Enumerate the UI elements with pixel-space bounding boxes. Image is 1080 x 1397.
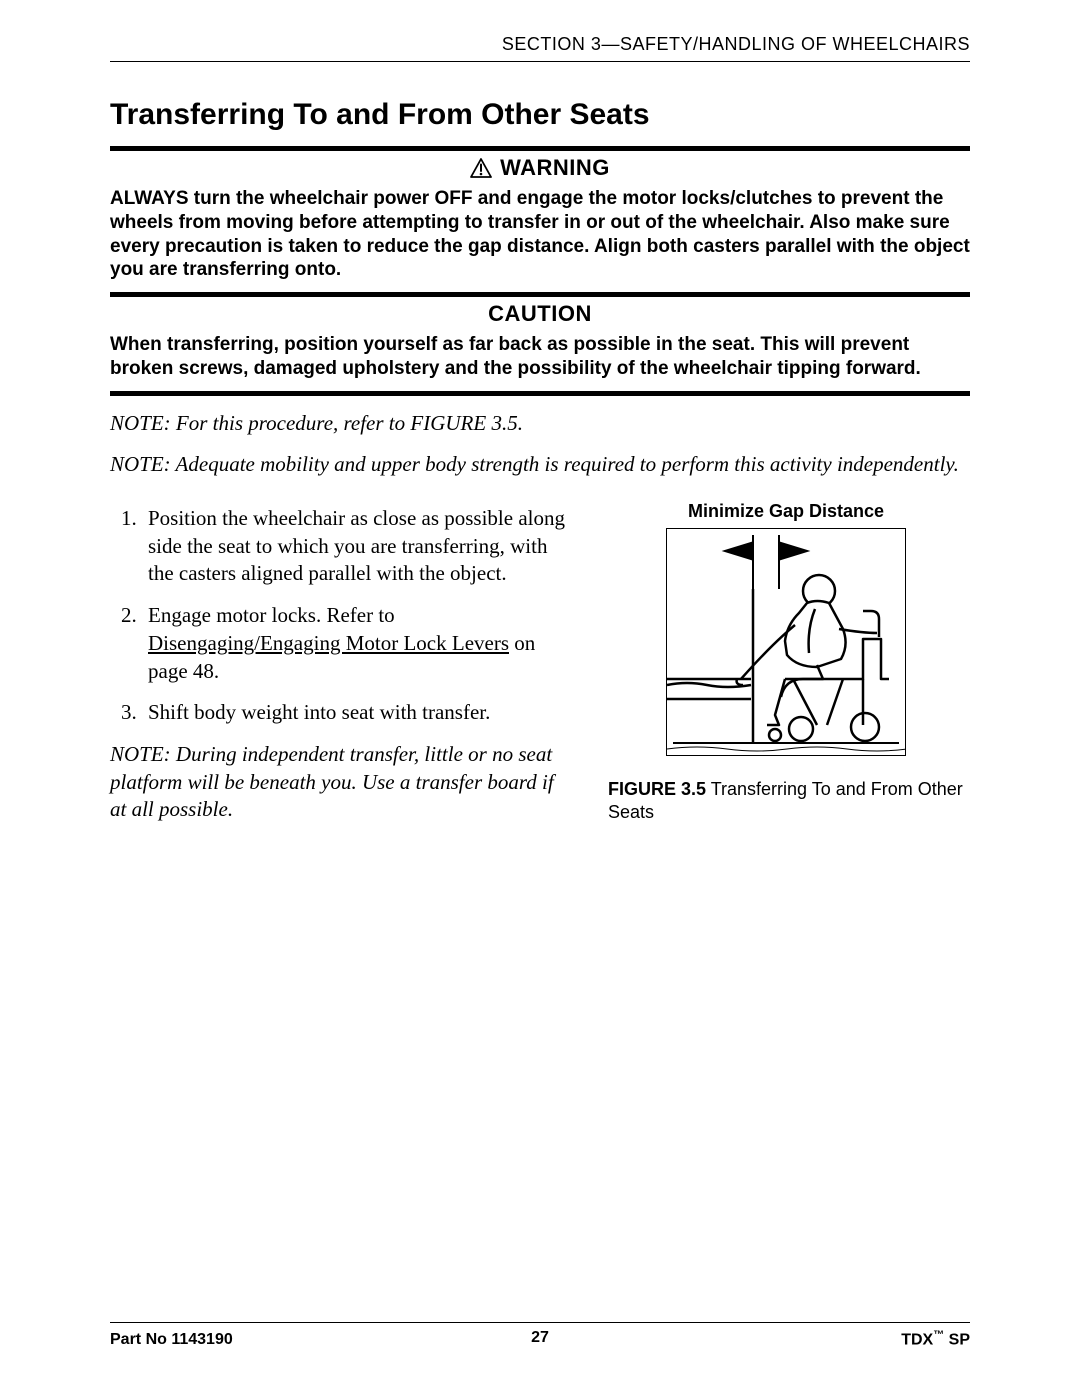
list-item: Engage motor locks. Refer to Disengaging… [142, 602, 566, 685]
two-column-layout: Position the wheelchair as close as poss… [110, 497, 970, 838]
rule [110, 292, 970, 297]
steps-column: Position the wheelchair as close as poss… [110, 497, 566, 838]
page-title: Transferring To and From Other Seats [110, 98, 970, 132]
list-item: Shift body weight into seat with transfe… [142, 699, 566, 727]
page: SECTION 3—SAFETY/HANDLING OF WHEELCHAIRS… [110, 34, 970, 1349]
warning-label: WARNING [500, 155, 610, 181]
warning-label-row: WARNING [110, 155, 970, 181]
trademark-symbol: ™ [933, 1329, 944, 1341]
figure-number: FIGURE 3.5 [608, 779, 706, 799]
section-header: SECTION 3—SAFETY/HANDLING OF WHEELCHAIRS [110, 34, 970, 62]
note-text: NOTE: For this procedure, refer to FIGUR… [110, 410, 970, 438]
rule [110, 391, 970, 396]
note-text: NOTE: Adequate mobility and upper body s… [110, 451, 970, 479]
step-list: Position the wheelchair as close as poss… [110, 505, 566, 727]
footer-product: TDX™ SP [901, 1329, 970, 1349]
cross-reference-link[interactable]: Disengaging/Engaging Motor Lock Levers [148, 631, 509, 655]
figure-caption: FIGURE 3.5 Transferring To and From Othe… [602, 778, 970, 825]
footer-part-no: Part No 1143190 [110, 1331, 233, 1349]
step-text: Engage motor locks. Refer to [148, 603, 395, 627]
caution-label: CAUTION [488, 301, 592, 327]
warning-body: ALWAYS turn the wheelchair power OFF and… [110, 187, 970, 282]
figure-column: Minimize Gap Distance [602, 497, 970, 825]
caution-label-row: CAUTION [110, 301, 970, 327]
footer-product-name: TDX [901, 1331, 933, 1348]
footer-page-number: 27 [531, 1329, 549, 1347]
list-item: Position the wheelchair as close as poss… [142, 505, 566, 588]
page-footer: Part No 1143190 27 TDX™ SP [110, 1322, 970, 1349]
warning-icon [470, 158, 492, 178]
caution-body: When transferring, position yourself as … [110, 333, 970, 381]
figure-illustration [666, 528, 906, 756]
footer-product-suffix: SP [944, 1331, 970, 1348]
note-text: NOTE: During independent transfer, littl… [110, 741, 566, 824]
figure-top-label: Minimize Gap Distance [602, 501, 970, 522]
rule [110, 146, 970, 151]
